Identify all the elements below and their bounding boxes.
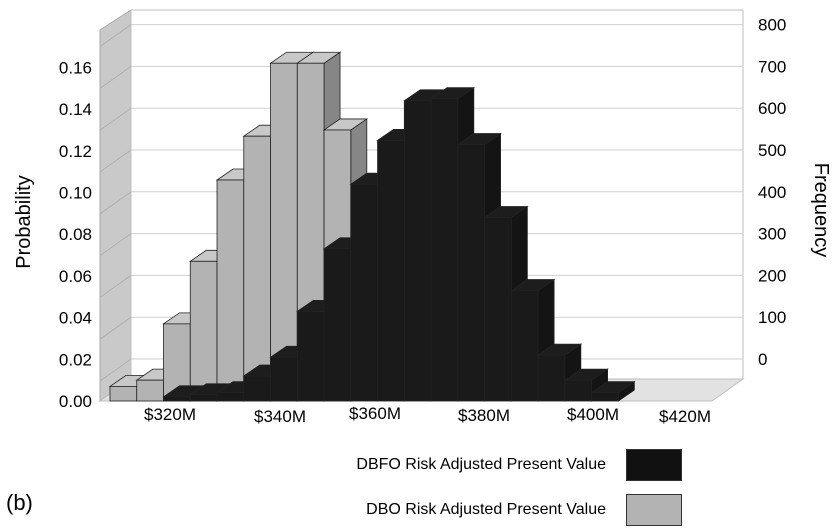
right-tick-label: 400: [758, 183, 786, 202]
gridline-depth: [99, 24, 132, 48]
right-tick-label: 800: [758, 16, 786, 35]
right-tick-label: 0: [758, 350, 767, 369]
left-tick-label: 0.00: [59, 392, 92, 411]
left-tick-label: 0.12: [59, 142, 92, 161]
legend-item-dbo: DBO Risk Adjusted Present Value: [230, 494, 682, 526]
left-tick-label: 0.06: [59, 267, 92, 286]
left-tick-label: 0.10: [59, 184, 92, 203]
right-tick-label: 200: [758, 266, 786, 285]
gridline-depth: [99, 107, 132, 131]
gridline-depth: [99, 65, 132, 89]
legend-item-dbfo: DBFO Risk Adjusted Present Value: [230, 449, 682, 481]
gridline-depth: [99, 316, 132, 340]
bar: [590, 380, 636, 402]
right-axis-title: Frequency: [810, 163, 832, 258]
gridline-depth: [99, 149, 132, 173]
gridline-depth: [99, 233, 132, 257]
x-axis-ticks: $320M $340M $360M $380M $400M $420M: [144, 404, 711, 426]
left-tick-label: 0.08: [59, 225, 92, 244]
legend-label-dbfo: DBFO Risk Adjusted Present Value: [356, 456, 606, 473]
right-tick-label: 500: [758, 141, 786, 160]
x-tick-label: $340M: [254, 407, 306, 426]
right-tick-label: 300: [758, 225, 786, 244]
legend-swatch-dbo: [626, 494, 682, 526]
left-wall: [99, 9, 132, 402]
gridline-depth: [99, 274, 132, 298]
x-tick-label: $420M: [659, 407, 711, 426]
panel-label: (b): [6, 490, 33, 515]
left-tick-label: 0.14: [59, 100, 92, 119]
gridline-depth: [99, 358, 132, 382]
right-axis-ticks: 0 100 200 300 400 500 600 700 800: [758, 16, 786, 369]
left-axis-ticks: 0.00 0.02 0.04 0.06 0.08 0.10 0.12 0.14 0.16: [59, 58, 92, 411]
right-tick-label: 600: [758, 99, 786, 118]
right-tick-label: 700: [758, 57, 786, 76]
x-tick-label: $400M: [567, 405, 619, 424]
gridline-depth: [99, 191, 132, 215]
left-axis-title: Probability: [13, 175, 35, 268]
x-tick-label: $320M: [144, 405, 196, 424]
legend-swatch-dbfo: [626, 449, 682, 481]
dbfo-series: [162, 86, 636, 402]
left-tick-label: 0.04: [59, 309, 92, 328]
right-tick-label: 100: [758, 308, 786, 327]
x-tick-label: $380M: [458, 406, 510, 425]
x-tick-label: $360M: [349, 404, 401, 423]
left-tick-label: 0.16: [59, 58, 92, 77]
legend-label-dbo: DBO Risk Adjusted Present Value: [366, 501, 606, 518]
left-tick-label: 0.02: [59, 350, 92, 369]
